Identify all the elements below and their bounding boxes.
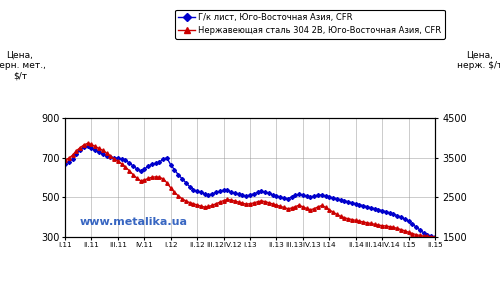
Text: Цена,
черн. мет.,
$/т: Цена, черн. мет., $/т bbox=[0, 51, 46, 81]
Text: Цена,
нерж. $/т: Цена, нерж. $/т bbox=[458, 51, 500, 70]
Text: www.metalika.ua: www.metalika.ua bbox=[80, 217, 188, 227]
Legend: Г/к лист, Юго-Восточная Азия, CFR, Нержавеющая сталь 304 2В, Юго-Восточная Азия,: Г/к лист, Юго-Восточная Азия, CFR, Нержа… bbox=[175, 10, 445, 39]
